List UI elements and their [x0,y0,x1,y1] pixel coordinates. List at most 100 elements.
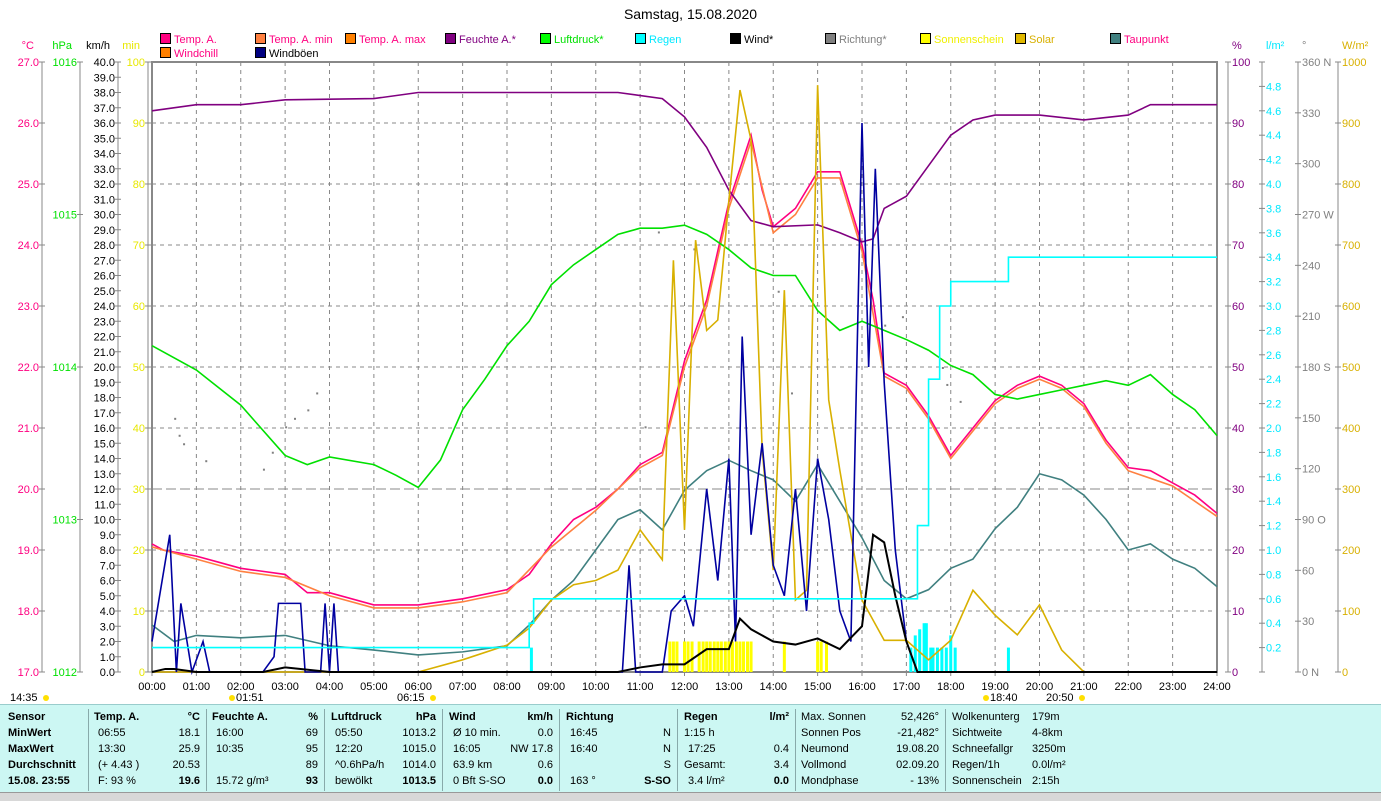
humidity-axis-unit: % [1232,40,1242,52]
wind-tick-label: 0.0 [100,667,115,679]
bar-regen-pro-intervall [944,647,948,672]
wind-tick-label: 1.0 [100,652,115,664]
rain-cell-label: 17:25 [688,743,716,755]
moon-icon [229,695,235,701]
bar-sonnenschein [746,641,750,672]
direction-tick-label: 60 [1302,565,1314,577]
direction-axis-unit: ° [1302,40,1306,52]
series-wind- [151,532,1217,673]
row-label: Durchschnitt [8,759,76,771]
wind-tick-label: 20.0 [94,362,115,374]
sunshine-tick-label: 70 [133,240,145,252]
direction-cell-value: N [663,727,671,739]
misc-value: 4-8km [1032,727,1063,739]
row-label: MinWert [8,727,52,739]
x-tick-label: 09:00 [538,681,566,693]
wind-tick-label: 37.0 [94,103,115,115]
wind-tick-label: 33.0 [94,164,115,176]
rain-tick-label: 4.0 [1266,179,1281,191]
direction-tick-label: 90 O [1302,515,1326,527]
solar-tick-label: 100 [1342,606,1360,618]
sunshine-tick-label: 0 [139,667,145,679]
pressure-tick-label: 1012 [53,667,77,679]
direction-cell-label: 16:45 [570,727,598,739]
sunshine-tick-label: 30 [133,484,145,496]
humidity-cell-label: 10:35 [216,743,244,755]
x-tick-label: 12:00 [671,681,699,693]
bar-regen-pro-intervall [931,647,935,672]
bar-sonnenschein [742,641,746,672]
bar-sonnenschein [686,641,690,672]
bar-sonnenschein [749,641,753,672]
rain-cell-value: 3.4 [773,759,789,771]
legend-swatch [1110,33,1121,44]
direction-point [183,443,186,446]
legend-item: Taupunkt [1110,33,1169,46]
bar-sonnenschein [690,641,694,672]
wind-tick-label: 18.0 [94,393,115,405]
x-tick-label: 17:00 [893,681,921,693]
x-tick-label: 11:00 [627,681,654,693]
rain-tick-label: 1.0 [1266,545,1281,557]
legend-label: Luftdruck* [554,34,604,46]
temp-cell-value: 25.9 [178,743,200,755]
legend-label: Taupunkt [1124,34,1169,46]
wind-tick-label: 7.0 [100,560,115,572]
wind-tick-label: 17.0 [94,408,115,420]
humidity-cell-value: 69 [305,727,318,739]
wind-tick-label: 26.0 [94,271,115,283]
astro-column: Max. Sonnen 52,426° Sonnen Pos -21,482° Neum… [795,709,946,791]
pressure-header: Luftdruck [331,711,382,723]
x-tick-label: 03:00 [271,681,299,693]
direction-tick-label: 150 [1302,413,1320,425]
temp-tick-label: 20.0 [18,484,39,496]
legend-swatch [1015,33,1026,44]
legend-label: Sonnenschein [934,34,1004,46]
bar-regen-pro-intervall [1006,647,1010,672]
temp-tick-label: 19.0 [18,545,39,557]
legend-swatch [920,33,931,44]
humidity-unit: % [308,711,318,723]
humidity-cell-value: 93 [305,775,318,787]
wind-tick-label: 8.0 [100,545,115,557]
pressure-column: Luftdruck hPa 05:50 1013.2 12:20 1015.0 ^0.6hP… [325,709,443,791]
rain-tick-label: 3.4 [1266,252,1281,264]
solar-tick-label: 200 [1342,545,1360,557]
misc-label: Regen/1h [952,759,1000,771]
temp-tick-label: 25.0 [18,179,39,191]
x-tick-label: 18:00 [937,681,965,693]
sunrise-time: 06:15 [397,692,425,704]
rain-axis-unit: l/m² [1266,40,1285,52]
legend-item: Solar [1015,33,1055,46]
rain-cell-value: 0.0 [773,775,789,787]
direction-point [884,324,887,327]
solar-tick-label: 800 [1342,179,1360,191]
wind-cell-label: Ø 10 min. [453,727,501,739]
legend-swatch [255,47,266,58]
temp-tick-label: 22.0 [18,362,39,374]
pressure-tick-label: 1016 [53,57,77,69]
wind-tick-label: 24.0 [94,301,115,313]
rain-tick-label: 1.6 [1266,472,1281,484]
solar-tick-label: 600 [1342,301,1360,313]
rain-tick-label: 0.4 [1266,618,1281,630]
rain-cell-label: 3.4 l/m² [688,775,725,787]
bar-sonnenschein [719,641,723,672]
rain-tick-label: 2.4 [1266,374,1281,386]
x-tick-label: 20:00 [1026,681,1054,693]
direction-tick-label: 210 [1302,311,1320,323]
bar-sonnenschein [727,641,731,672]
wind-header: Wind [449,711,476,723]
legend-label: Feuchte A.* [459,34,516,46]
legend-label: Windchill [174,48,219,60]
series-luftdruck- [151,224,1218,489]
legend-item: Temp. A. [160,33,217,46]
moon-time: 01:51 [236,692,264,704]
bar-regen-pro-intervall [929,647,933,672]
misc-value: 179m [1032,711,1060,723]
direction-tick-label: 180 S [1302,362,1331,374]
wind-tick-label: 4.0 [100,606,115,618]
bar-regen-pro-intervall [909,647,913,672]
direction-point [178,434,181,437]
wind-tick-label: 38.0 [94,88,115,100]
